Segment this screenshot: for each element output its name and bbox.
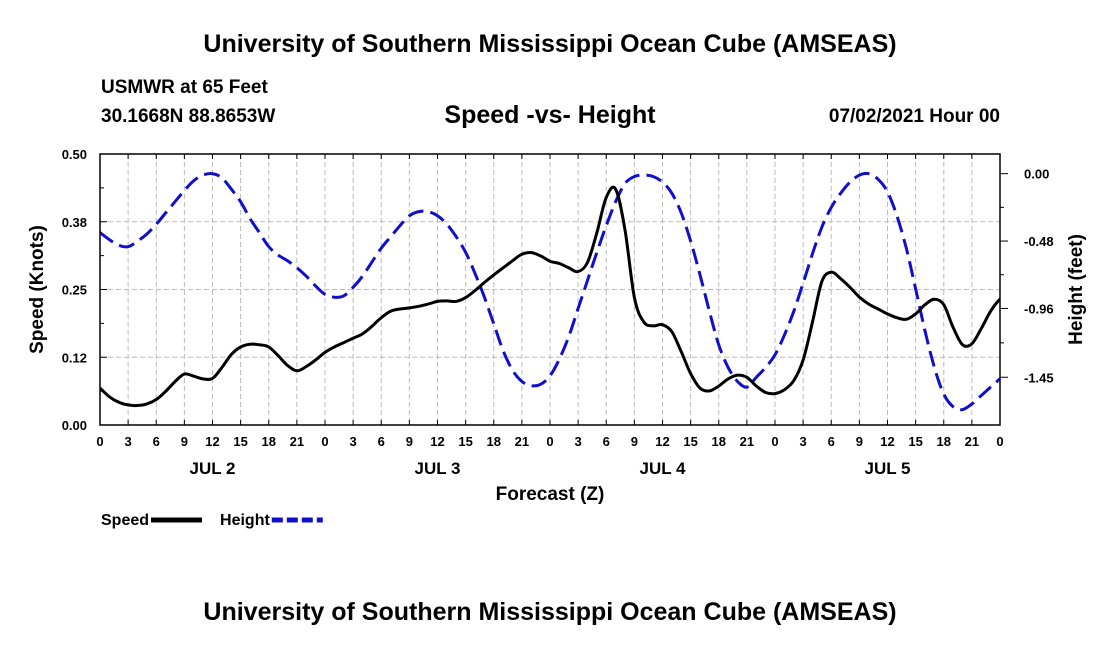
x-tick-label: 9 bbox=[631, 434, 638, 449]
y-left-tick-label: 0.00 bbox=[62, 418, 87, 433]
x-tick-label: 18 bbox=[712, 434, 726, 449]
x-tick-label: 0 bbox=[321, 434, 328, 449]
x-tick-label: 12 bbox=[205, 434, 219, 449]
y-left-tick-label: 0.50 bbox=[62, 147, 87, 162]
legend: Speed Height bbox=[101, 512, 323, 529]
x-tick-label: 6 bbox=[828, 434, 835, 449]
x-tick-label: 6 bbox=[153, 434, 160, 449]
x-tick-label: 18 bbox=[262, 434, 276, 449]
x-tick-label: 9 bbox=[181, 434, 188, 449]
y-right-tick-label: 0.00 bbox=[1024, 167, 1049, 182]
forecast-date-label: 07/02/2021 Hour 00 bbox=[828, 106, 1000, 127]
x-tick-label: 18 bbox=[937, 434, 951, 449]
x-tick-label: 15 bbox=[458, 434, 472, 449]
day-label: JUL 2 bbox=[190, 459, 236, 478]
day-label: JUL 5 bbox=[865, 459, 911, 478]
speed-line bbox=[100, 185, 1000, 408]
x-axis-day-labels: JUL 2 JUL 3 JUL 4 JUL 5 bbox=[190, 459, 911, 478]
x-tick-label: 18 bbox=[487, 434, 501, 449]
x-tick-label: 0 bbox=[996, 434, 1003, 449]
day-label: JUL 3 bbox=[415, 459, 461, 478]
x-tick-label: 0 bbox=[771, 434, 778, 449]
x-tick-label: 3 bbox=[125, 434, 132, 449]
x-tick-label: 15 bbox=[233, 434, 247, 449]
station-label: USMWR at 65 Feet bbox=[101, 77, 268, 98]
grid-lines bbox=[100, 154, 1000, 425]
chart-subtitle: Speed -vs- Height bbox=[444, 101, 656, 129]
y-left-tick-label: 0.38 bbox=[62, 215, 87, 230]
x-tick-label: 0 bbox=[546, 434, 553, 449]
x-axis-title: Forecast (Z) bbox=[496, 484, 605, 505]
x-tick-label: 6 bbox=[378, 434, 385, 449]
x-tick-label: 0 bbox=[96, 434, 103, 449]
x-tick-label: 3 bbox=[575, 434, 582, 449]
x-tick-label: 12 bbox=[430, 434, 444, 449]
y-right-tick-label: -1.45 bbox=[1024, 370, 1054, 385]
coordinates-label: 30.1668N 88.8653W bbox=[101, 106, 276, 127]
left-axis-ticks: 0.00 0.12 0.25 0.38 0.50 bbox=[62, 147, 107, 433]
x-tick-label: 21 bbox=[290, 434, 304, 449]
x-tick-label: 12 bbox=[655, 434, 669, 449]
x-tick-label: 21 bbox=[515, 434, 529, 449]
chart-title-top: University of Southern Mississippi Ocean… bbox=[203, 30, 897, 58]
x-tick-label: 15 bbox=[683, 434, 697, 449]
x-tick-label: 9 bbox=[406, 434, 413, 449]
y-right-tick-label: -0.48 bbox=[1024, 234, 1054, 249]
y-axis-left-title: Speed (Knots) bbox=[27, 225, 48, 354]
legend-label-speed: Speed bbox=[101, 512, 149, 529]
legend-label-height: Height bbox=[220, 512, 270, 529]
y-left-tick-label: 0.25 bbox=[62, 283, 87, 298]
y-left-tick-label: 0.12 bbox=[62, 350, 87, 365]
y-right-tick-label: -0.96 bbox=[1024, 301, 1054, 316]
x-tick-label: 12 bbox=[880, 434, 894, 449]
chart-title-bottom: University of Southern Mississippi Ocean… bbox=[203, 598, 897, 626]
speed-series-group bbox=[100, 185, 1000, 408]
x-axis-ticks: 0 3 6 9 12 15 18 21 0 3 6 9 12 15 18 21 0 3 6 9 12 15 18 21 0 3 6 9… bbox=[96, 154, 1004, 449]
x-tick-label: 21 bbox=[740, 434, 754, 449]
x-tick-label: 3 bbox=[800, 434, 807, 449]
x-tick-label: 9 bbox=[856, 434, 863, 449]
y-axis-right-title: Height (feet) bbox=[1066, 234, 1087, 345]
right-axis-ticks: 0.00 -0.48 -0.96 -1.45 bbox=[1000, 167, 1054, 385]
x-tick-label: 6 bbox=[603, 434, 610, 449]
x-tick-label: 15 bbox=[908, 434, 922, 449]
day-label: JUL 4 bbox=[640, 459, 687, 478]
x-tick-label: 21 bbox=[965, 434, 979, 449]
x-tick-label: 3 bbox=[350, 434, 357, 449]
